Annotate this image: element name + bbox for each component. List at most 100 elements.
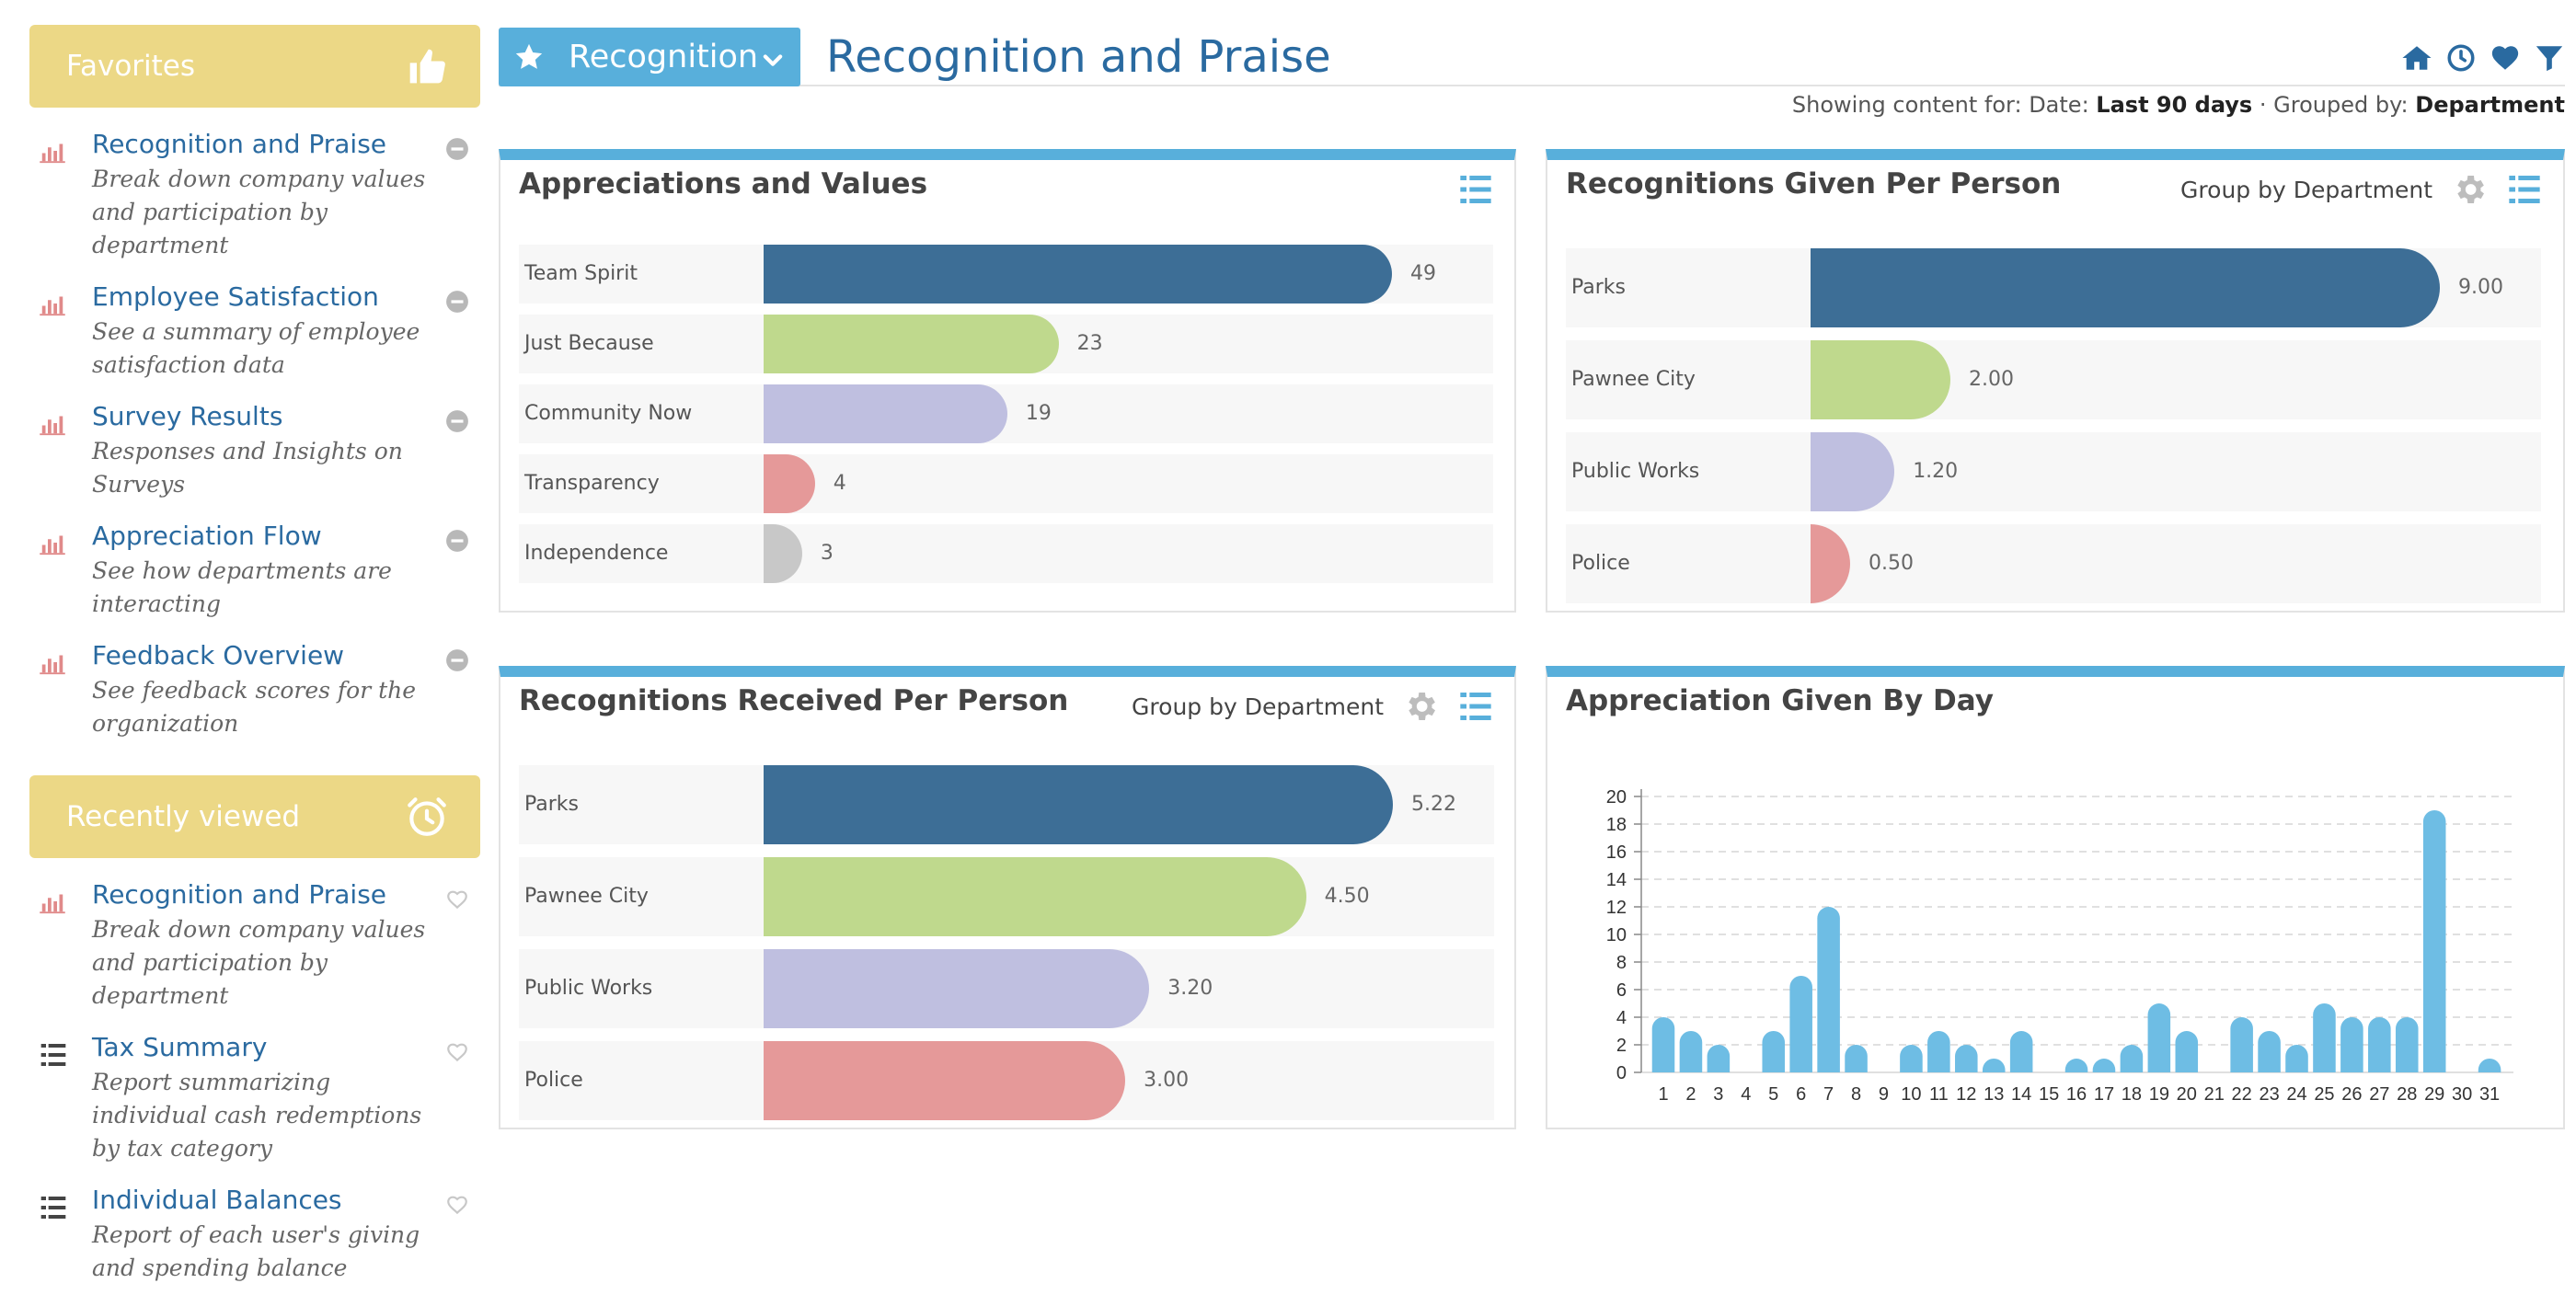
x-tick-label: 19 [2149, 1084, 2169, 1100]
x-tick-label: 15 [2039, 1084, 2059, 1100]
sidebar-item-employee-satisfaction[interactable]: Employee Satisfaction See a summary of em… [29, 279, 480, 398]
sidebar-item-title[interactable]: Survey Results [92, 401, 283, 431]
bar-value-label: 1.20 [1913, 460, 1959, 483]
remove-favorite-icon[interactable] [445, 409, 469, 433]
sidebar-item-description: Break down company values and participat… [92, 166, 426, 258]
sidebar-item-description: Break down company values and participat… [92, 916, 426, 1009]
sidebar-item-title[interactable]: Feedback Overview [92, 640, 345, 670]
bar[interactable] [764, 1041, 1126, 1120]
bar[interactable] [764, 315, 1059, 373]
history-clock-icon[interactable] [2445, 42, 2477, 74]
category-dropdown[interactable]: Recognition [499, 28, 800, 86]
x-tick-label: 1 [1658, 1084, 1668, 1100]
bar[interactable] [764, 765, 1393, 844]
date-value[interactable]: Last 90 days [2096, 92, 2253, 118]
bar[interactable] [1811, 432, 1895, 511]
bar-value-label: 19 [1025, 402, 1052, 425]
column-bar [2368, 1017, 2391, 1072]
bar-value-label: 0.50 [1869, 552, 1914, 575]
chevron-down-icon [760, 44, 786, 70]
remove-favorite-icon[interactable] [445, 290, 469, 314]
favorite-heart-icon[interactable] [445, 1040, 469, 1064]
x-tick-label: 26 [2341, 1084, 2362, 1100]
bar-row: Independence 3 [519, 524, 1493, 583]
x-tick-label: 10 [1901, 1084, 1921, 1100]
heart-icon[interactable] [2490, 42, 2521, 74]
sidebar-item-individual-balances[interactable]: Individual Balances Report of each user's… [29, 1182, 480, 1306]
favorite-heart-icon[interactable] [445, 888, 469, 911]
remove-favorite-icon[interactable] [445, 648, 469, 672]
column-bar [2395, 1017, 2419, 1072]
bar-label: Just Because [524, 332, 654, 355]
sidebar-item-feedback-overview[interactable]: Feedback Overview See feedback scores for… [29, 637, 480, 757]
bar[interactable] [1811, 248, 2440, 327]
list-icon [39, 1193, 68, 1222]
remove-favorite-icon[interactable] [445, 137, 469, 161]
remove-favorite-icon[interactable] [445, 529, 469, 553]
favorites-list: Recognition and Praise Break down company… [29, 108, 480, 757]
sidebar-item-title[interactable]: Individual Balances [92, 1185, 342, 1215]
recently-viewed-header[interactable]: Recently viewed [29, 775, 480, 858]
bar[interactable] [764, 454, 815, 513]
bar[interactable] [764, 384, 1007, 443]
filter-icon[interactable] [2534, 42, 2565, 74]
list-view-icon[interactable] [1457, 171, 1494, 208]
list-view-icon[interactable] [2506, 171, 2543, 208]
column-bar [1982, 1059, 2006, 1072]
top-bar: Recognition Recognition and Praise [499, 28, 2565, 86]
sidebar-item-survey-results[interactable]: Survey Results Responses and Insights on … [29, 398, 480, 518]
bar-label: Transparency [524, 472, 660, 495]
list-view-icon[interactable] [1457, 688, 1494, 725]
sidebar-item-title[interactable]: Employee Satisfaction [92, 281, 379, 312]
bar-chart-icon [39, 290, 68, 319]
content-filters: Showing content for: Date: Last 90 days … [1792, 92, 2565, 118]
favorites-header[interactable]: Favorites [29, 25, 480, 108]
date-label: Date: [2029, 92, 2089, 118]
bar-value-label: 3.00 [1144, 1069, 1190, 1092]
bar[interactable] [1811, 340, 1950, 419]
sidebar-item-title[interactable]: Recognition and Praise [92, 129, 387, 159]
category-label: Recognition [569, 39, 759, 75]
bar-value-label: 5.22 [1411, 793, 1456, 816]
column-bar [1845, 1045, 1868, 1072]
column-bar [1817, 907, 1840, 1072]
sidebar-item-title[interactable]: Tax Summary [92, 1032, 268, 1062]
y-tick-label: 12 [1606, 898, 1627, 918]
top-icons [2401, 42, 2565, 74]
bar[interactable] [1811, 524, 1850, 603]
y-tick-label: 10 [1606, 925, 1627, 945]
sidebar-item-recognition-and-praise[interactable]: Recognition and Praise Break down company… [29, 876, 480, 1029]
bar[interactable] [764, 857, 1306, 936]
recently-viewed-list: Recognition and Praise Break down company… [29, 858, 480, 1306]
appreciations-chart: Team Spirit 49 Just Because 23 Community Now… [519, 245, 1493, 594]
gear-icon[interactable] [2451, 171, 2488, 208]
column-bar [2313, 1003, 2336, 1072]
panel-title: Appreciation Given By Day [1566, 684, 1994, 717]
bar[interactable] [764, 245, 1392, 304]
received-panel: Recognitions Received Per Person Group b… [499, 666, 1516, 1129]
bar-value-label: 3.20 [1167, 977, 1213, 1000]
group-by-label[interactable]: Group by Department [1132, 693, 1384, 720]
column-bar [1679, 1031, 1703, 1072]
bar-row: Public Works 3.20 [519, 949, 1494, 1028]
sidebar-item-appreciation-flow[interactable]: Appreciation Flow See how departments are… [29, 518, 480, 637]
sidebar-item-tax-summary[interactable]: Tax Summary Report summarizing individual… [29, 1029, 480, 1182]
group-value[interactable]: Department [2415, 92, 2565, 118]
sidebar-item-recognition-and-praise[interactable]: Recognition and Praise Break down company… [29, 126, 480, 279]
favorite-heart-icon[interactable] [445, 1193, 469, 1217]
bar-row: Team Spirit 49 [519, 245, 1493, 304]
column-bar [2120, 1045, 2144, 1072]
bar[interactable] [764, 949, 1150, 1028]
bar-label: Pawnee City [524, 885, 649, 908]
sidebar-item-title[interactable]: Recognition and Praise [92, 879, 387, 910]
home-icon[interactable] [2401, 42, 2432, 74]
bar[interactable] [764, 524, 802, 583]
gear-icon[interactable] [1402, 688, 1439, 725]
sidebar-item-title[interactable]: Appreciation Flow [92, 521, 322, 551]
column-bar [2092, 1059, 2116, 1072]
panel-tools: Group by Department [1132, 688, 1494, 725]
recently-viewed-title: Recently viewed [66, 800, 301, 833]
group-by-label[interactable]: Group by Department [2180, 176, 2432, 203]
column-bar [2230, 1017, 2253, 1072]
